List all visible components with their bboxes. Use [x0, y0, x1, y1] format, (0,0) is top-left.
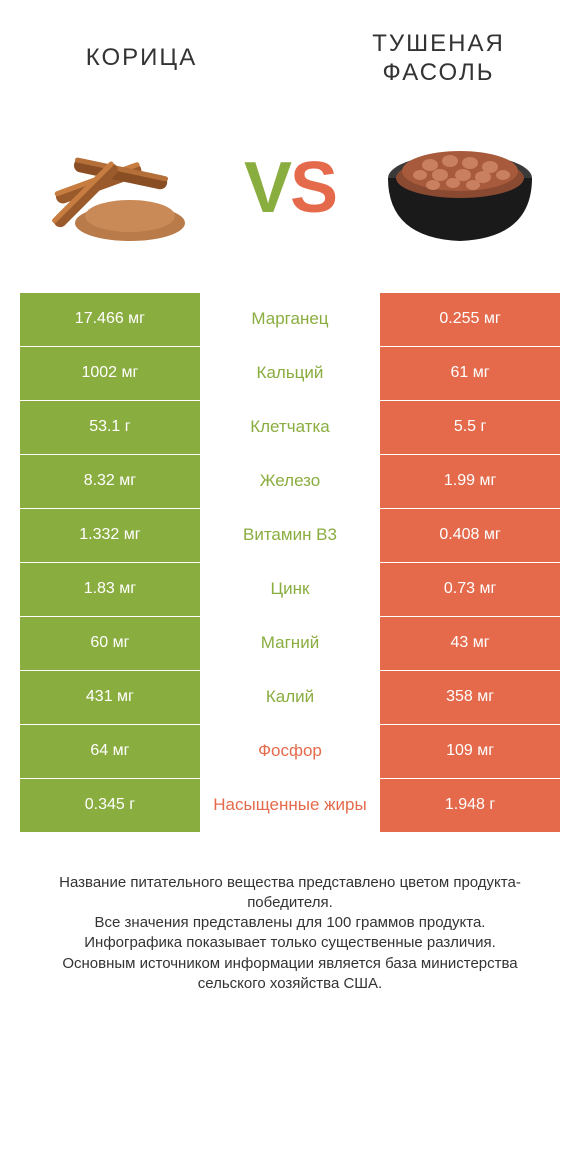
right-value-cell: 0.255 мг [380, 293, 560, 346]
nutrient-name-cell: Железо [200, 455, 380, 508]
right-value-cell: 61 мг [380, 347, 560, 400]
left-product-image [30, 118, 210, 258]
table-row: 64 мгФосфор109 мг [20, 725, 560, 779]
images-row: VS [20, 118, 560, 258]
left-value-cell: 53.1 г [20, 401, 200, 454]
right-value-cell: 5.5 г [380, 401, 560, 454]
nutrient-name-cell: Цинк [200, 563, 380, 616]
footer-line: Основным источником информации является … [30, 954, 550, 995]
vs-s: S [290, 148, 336, 228]
right-product-title: ТУШЕНАЯ ФАСОЛЬ [317, 30, 560, 88]
comparison-table: 17.466 мгМарганец0.255 мг1002 мгКальций6… [20, 293, 560, 833]
footer-line: Все значения представлены для 100 граммо… [30, 913, 550, 933]
left-value-cell: 60 мг [20, 617, 200, 670]
left-value-cell: 0.345 г [20, 779, 200, 832]
nutrient-name-cell: Насыщенные жиры [200, 779, 380, 832]
nutrient-name-cell: Кальций [200, 347, 380, 400]
right-value-cell: 1.948 г [380, 779, 560, 832]
table-row: 8.32 мгЖелезо1.99 мг [20, 455, 560, 509]
nutrient-name-cell: Магний [200, 617, 380, 670]
left-value-cell: 8.32 мг [20, 455, 200, 508]
cinnamon-icon [35, 128, 205, 248]
right-value-cell: 109 мг [380, 725, 560, 778]
left-value-cell: 64 мг [20, 725, 200, 778]
right-product-image [370, 118, 550, 258]
nutrient-name-cell: Клетчатка [200, 401, 380, 454]
footer-line: Название питательного вещества представл… [30, 873, 550, 914]
table-row: 431 мгКалий358 мг [20, 671, 560, 725]
table-row: 53.1 гКлетчатка5.5 г [20, 401, 560, 455]
left-value-cell: 1.83 мг [20, 563, 200, 616]
table-row: 1002 мгКальций61 мг [20, 347, 560, 401]
right-value-cell: 1.99 мг [380, 455, 560, 508]
left-value-cell: 17.466 мг [20, 293, 200, 346]
table-row: 1.83 мгЦинк0.73 мг [20, 563, 560, 617]
right-value-cell: 43 мг [380, 617, 560, 670]
vs-label: VS [244, 147, 336, 229]
footer-notes: Название питательного вещества представл… [20, 873, 560, 995]
right-value-cell: 358 мг [380, 671, 560, 724]
table-row: 60 мгМагний43 мг [20, 617, 560, 671]
footer-line: Инфографика показывает только существенн… [30, 933, 550, 953]
right-value-cell: 0.73 мг [380, 563, 560, 616]
table-row: 0.345 гНасыщенные жиры1.948 г [20, 779, 560, 833]
header: КОРИЦА ТУШЕНАЯ ФАСОЛЬ [20, 30, 560, 88]
right-value-cell: 0.408 мг [380, 509, 560, 562]
left-value-cell: 1.332 мг [20, 509, 200, 562]
left-value-cell: 1002 мг [20, 347, 200, 400]
nutrient-name-cell: Калий [200, 671, 380, 724]
beans-bowl-icon [375, 123, 545, 253]
left-value-cell: 431 мг [20, 671, 200, 724]
left-product-title: КОРИЦА [20, 44, 263, 73]
table-row: 17.466 мгМарганец0.255 мг [20, 293, 560, 347]
nutrient-name-cell: Витамин B3 [200, 509, 380, 562]
nutrient-name-cell: Марганец [200, 293, 380, 346]
vs-v: V [244, 148, 290, 228]
table-row: 1.332 мгВитамин B30.408 мг [20, 509, 560, 563]
nutrient-name-cell: Фосфор [200, 725, 380, 778]
